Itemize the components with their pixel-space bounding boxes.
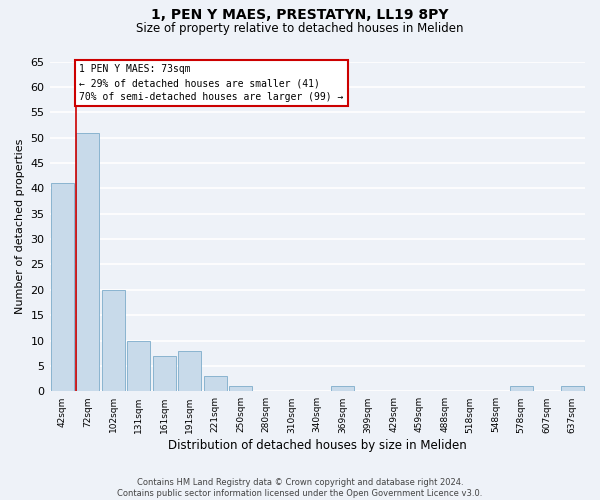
Text: Size of property relative to detached houses in Meliden: Size of property relative to detached ho… [136,22,464,35]
Bar [76,132,99,392]
Bar [153,356,176,392]
Bar [51,184,74,392]
Bar [561,386,584,392]
Text: 1 PEN Y MAES: 73sqm
← 29% of detached houses are smaller (41)
70% of semi-detach: 1 PEN Y MAES: 73sqm ← 29% of detached ho… [79,64,344,102]
Bar [178,350,201,392]
Bar [102,290,125,392]
Bar [331,386,354,392]
Text: 1, PEN Y MAES, PRESTATYN, LL19 8PY: 1, PEN Y MAES, PRESTATYN, LL19 8PY [151,8,449,22]
X-axis label: Distribution of detached houses by size in Meliden: Distribution of detached houses by size … [168,440,467,452]
Text: Contains HM Land Registry data © Crown copyright and database right 2024.
Contai: Contains HM Land Registry data © Crown c… [118,478,482,498]
Bar [510,386,533,392]
Bar [229,386,252,392]
Bar [204,376,227,392]
Y-axis label: Number of detached properties: Number of detached properties [15,138,25,314]
Bar [127,340,150,392]
